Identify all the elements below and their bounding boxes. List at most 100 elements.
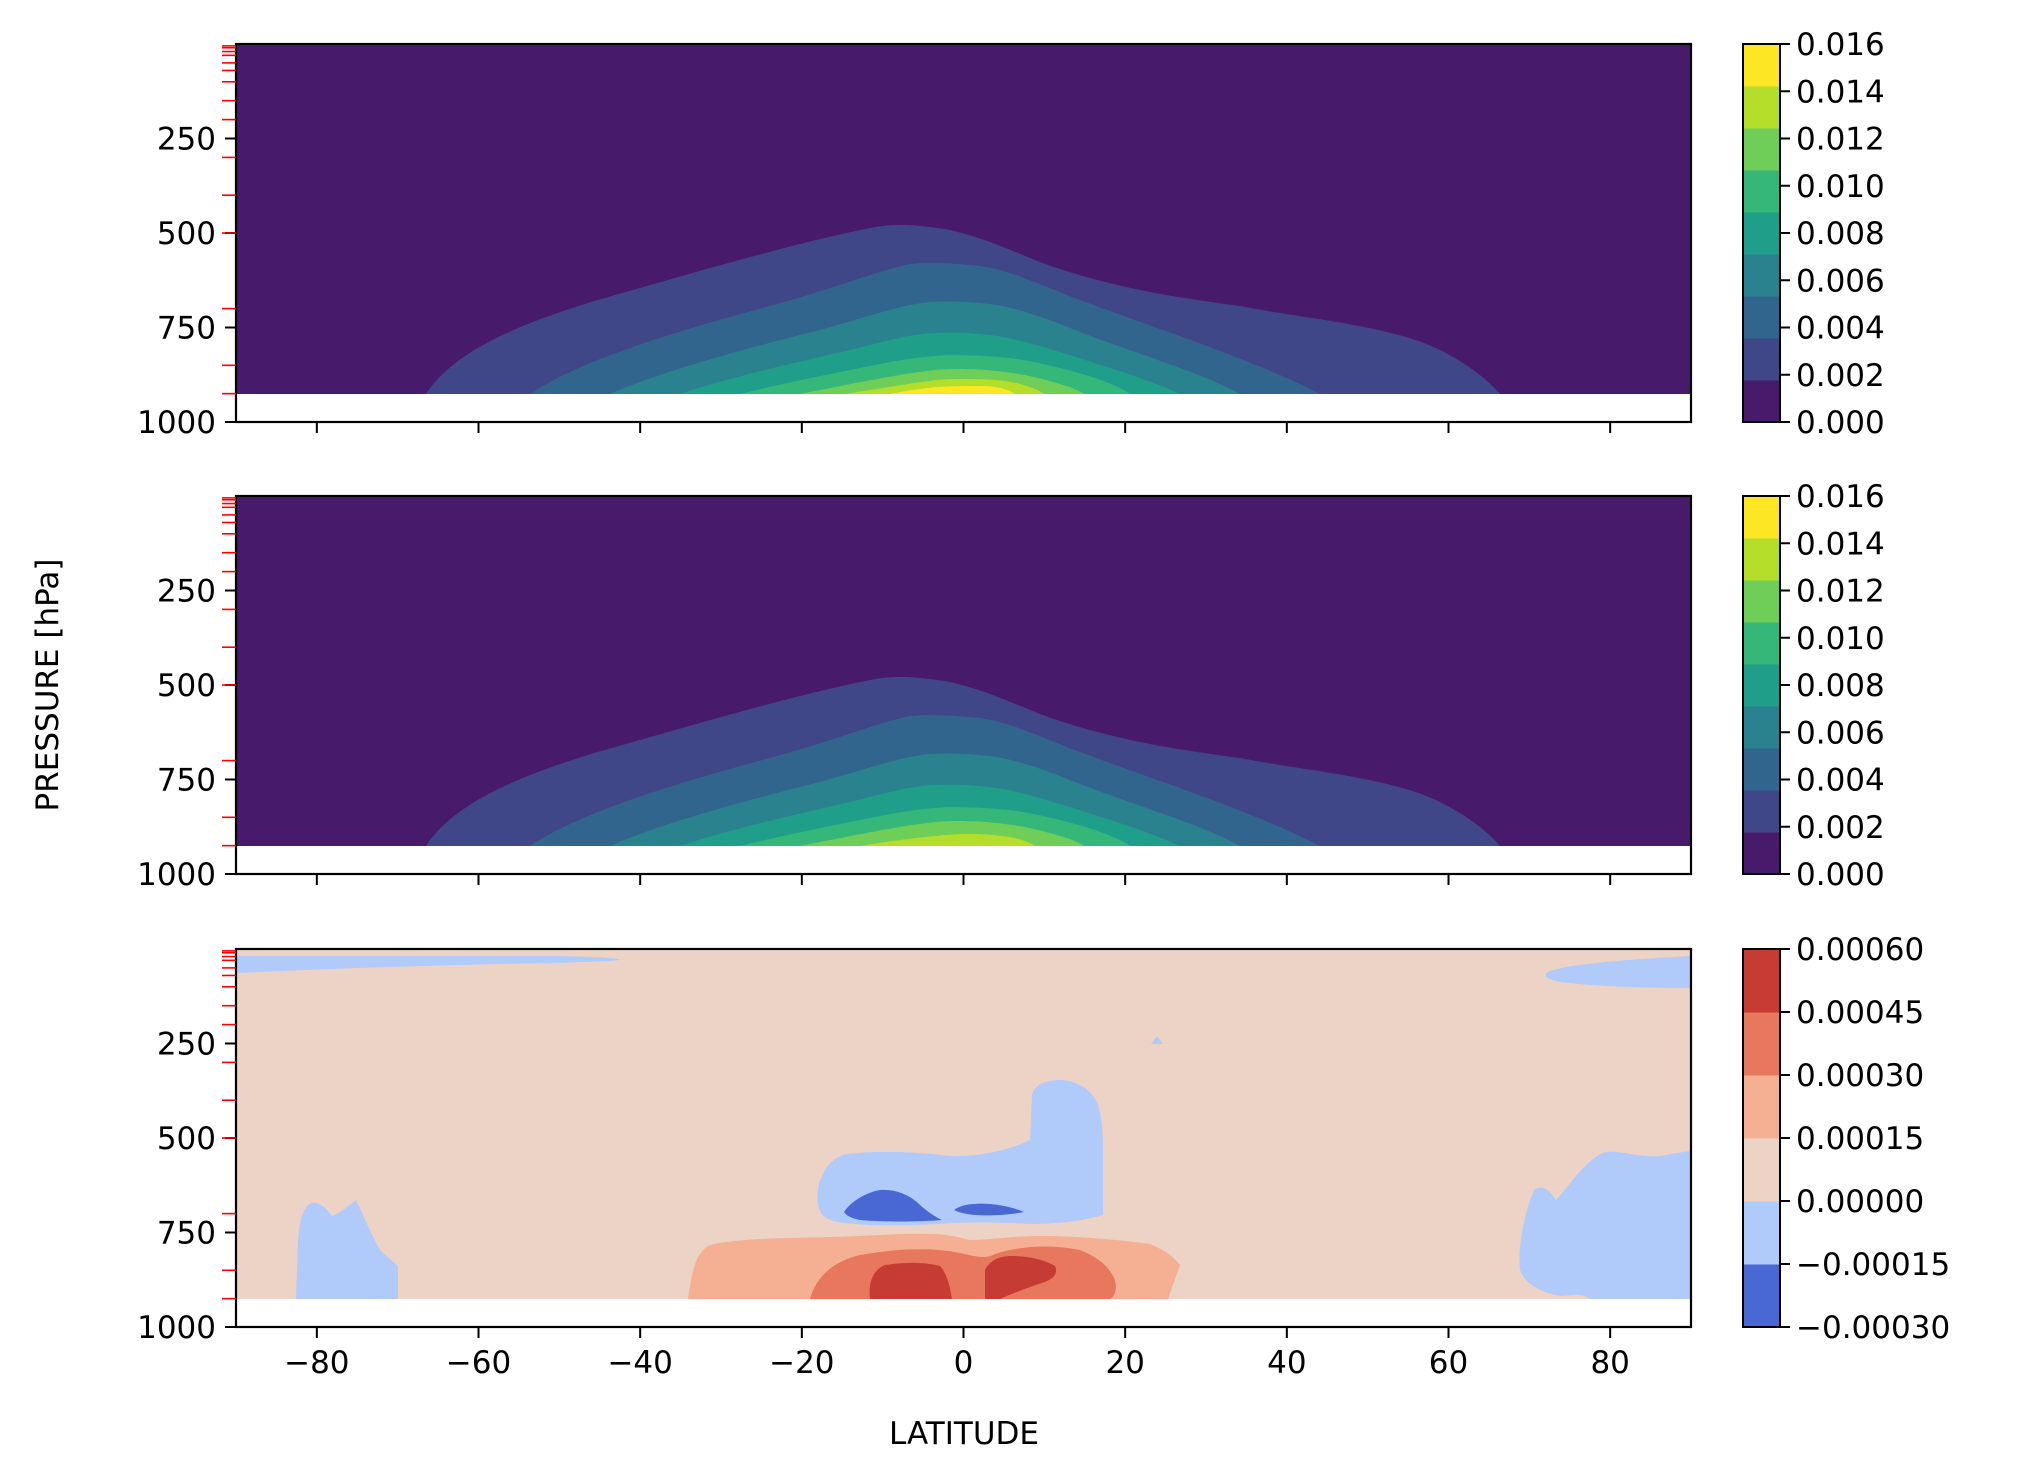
contour-fill-top [236, 44, 1691, 422]
level-band [890, 386, 1015, 394]
colorbar-tick-label: 0.006 [1796, 715, 1885, 751]
colorbar-tick-label: −0.00015 [1796, 1247, 1950, 1283]
colorbar-tick-label: 0.00000 [1796, 1184, 1924, 1220]
colorbar-band [1743, 1012, 1780, 1076]
colorbar-tick-label: 0.010 [1796, 169, 1885, 205]
colorbar-middle: 0.000 0.002 0.004 0.006 0.008 0.010 0.012 0.014… [1742, 479, 1885, 893]
colorbar-tick-label: 0.000 [1796, 857, 1885, 893]
colorbar-band [1743, 664, 1780, 707]
level-band [1151, 1036, 1163, 1044]
colorbar-tick-label: 0.004 [1796, 311, 1885, 347]
colorbar-band [1743, 170, 1780, 213]
y-ticks-bottom: 250 500 750 1000 [137, 1027, 236, 1346]
x-tick-label: 80 [1590, 1345, 1629, 1381]
x-tick-label: 40 [1267, 1345, 1306, 1381]
x-tick-label: −80 [284, 1345, 349, 1381]
colorbar-band [1743, 296, 1780, 339]
contour-fill-middle [236, 496, 1691, 874]
level-band [1545, 956, 1691, 988]
panel-bottom: −80 −60 −40 −20 0 20 40 60 80 250 500 750 1000 [137, 947, 1693, 1381]
colorbar-band [1743, 212, 1780, 255]
colorbar-band [1743, 706, 1780, 749]
x-ticks-top [315, 422, 1612, 433]
y-tick-label: 750 [157, 763, 216, 799]
colorbar-tick-label: 0.008 [1796, 216, 1885, 252]
x-tick-label: 0 [954, 1345, 974, 1381]
y-tick-label: 1000 [137, 857, 216, 893]
y-tick-label: 1000 [137, 405, 216, 441]
colorbar-bottom: 0.00060 0.00045 0.00030 0.00015 0.00000 −0.00… [1742, 932, 1950, 1346]
colorbar-tick-label: 0.00015 [1796, 1121, 1924, 1157]
y-tick-label: 1000 [137, 1310, 216, 1346]
colorbar-band [1743, 1201, 1780, 1265]
colorbar-tick-label: 0.012 [1796, 122, 1885, 158]
level-band [236, 956, 620, 973]
y-ticks-middle: 250 500 750 1000 [137, 574, 236, 893]
colorbar-band [1743, 338, 1780, 381]
colorbar-tick-label: 0.00045 [1796, 995, 1924, 1031]
level-band [817, 1080, 1103, 1226]
colorbar-band [1743, 380, 1780, 423]
colorbar-tick-label: 0.016 [1796, 479, 1885, 515]
colorbar-tick-label: 0.006 [1796, 263, 1885, 299]
colorbar-band [1743, 44, 1780, 87]
y-ticks-top: 250 500 750 1000 [137, 122, 236, 441]
below-ground-mask [236, 846, 1691, 874]
x-ticks-middle [315, 874, 1612, 885]
x-tick-label: −20 [769, 1345, 834, 1381]
colorbar-band [1743, 1138, 1780, 1202]
y-axis-label: PRESSURE [hPa] [30, 559, 66, 812]
colorbar-tick-label: 0.000 [1796, 405, 1885, 441]
below-ground-mask [236, 394, 1691, 422]
y-tick-label: 500 [157, 668, 216, 704]
level-band [1519, 1151, 1691, 1299]
colorbar-band [1743, 1075, 1780, 1139]
x-tick-label: 20 [1105, 1345, 1144, 1381]
pressure-markers-bottom [222, 950, 236, 1300]
level-band [869, 1262, 952, 1299]
x-tick-label: −60 [446, 1345, 511, 1381]
x-tick-label: −40 [607, 1345, 672, 1381]
y-tick-label: 750 [157, 1216, 216, 1252]
colorbar-tick-label: 0.014 [1796, 74, 1885, 110]
colorbar-tick-label: 0.016 [1796, 27, 1885, 63]
contour-fill-bottom [236, 949, 1691, 1327]
colorbar-tick-label: 0.00060 [1796, 932, 1924, 968]
colorbar-band [1743, 1264, 1780, 1328]
pressure-markers-middle [222, 497, 236, 847]
colorbar-band [1743, 128, 1780, 171]
y-tick-label: 250 [157, 122, 216, 158]
colorbar-band [1743, 496, 1780, 539]
colorbar-band [1743, 538, 1780, 581]
pressure-markers-top [222, 45, 236, 395]
y-tick-label: 500 [157, 216, 216, 252]
x-axis-label: LATITUDE [889, 1416, 1039, 1452]
colorbar-tick-label: 0.008 [1796, 668, 1885, 704]
colorbar-tick-label: 0.014 [1796, 526, 1885, 562]
level-band [985, 1256, 1057, 1299]
level-band [954, 1203, 1024, 1216]
colorbar-band [1743, 580, 1780, 623]
x-tick-label: 60 [1429, 1345, 1468, 1381]
colorbar-band [1743, 949, 1780, 1013]
colorbar-band [1743, 254, 1780, 297]
colorbar-tick-label: 0.00030 [1796, 1058, 1924, 1094]
colorbar-tick-label: −0.00030 [1796, 1310, 1950, 1346]
colorbar-tick-label: 0.002 [1796, 358, 1885, 394]
colorbar-band [1743, 86, 1780, 129]
colorbar-top: 0.000 0.002 0.004 0.006 0.008 0.010 0.012 0.014… [1742, 27, 1885, 441]
y-tick-label: 250 [157, 1027, 216, 1063]
level-band [860, 834, 1035, 846]
colorbar-band [1743, 790, 1780, 833]
panel-top: 250 500 750 1000 [137, 42, 1693, 441]
x-ticks-bottom: −80 −60 −40 −20 0 20 40 60 80 [284, 1327, 1630, 1381]
level-band [844, 1189, 942, 1222]
colorbar-tick-label: 0.002 [1796, 810, 1885, 846]
panel-middle: 250 500 750 1000 [137, 494, 1693, 893]
colorbar-tick-label: 0.010 [1796, 621, 1885, 657]
level-band [296, 1200, 398, 1299]
y-tick-label: 750 [157, 311, 216, 347]
colorbar-tick-label: 0.012 [1796, 574, 1885, 610]
y-tick-label: 500 [157, 1121, 216, 1157]
